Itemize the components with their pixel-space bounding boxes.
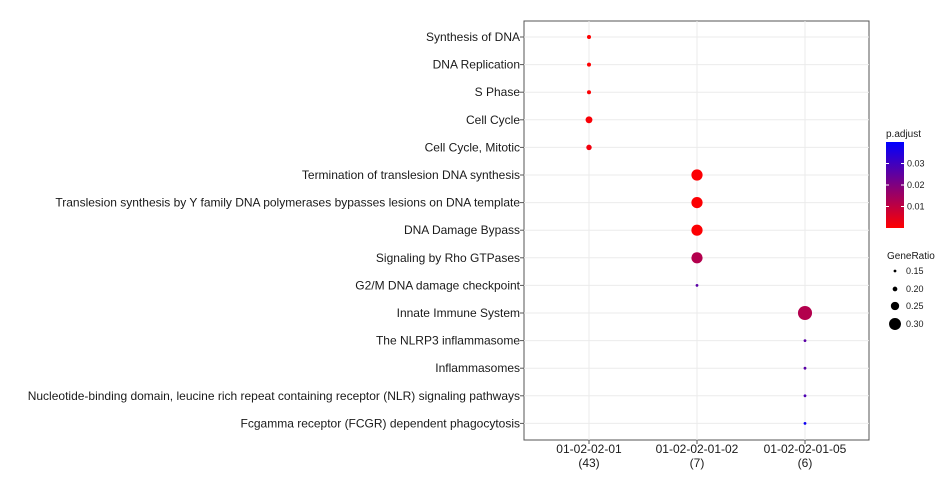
data-point — [797, 305, 813, 321]
y-tick-label: Synthesis of DNA — [426, 30, 520, 44]
data-point — [587, 90, 591, 95]
size-legend-dot — [890, 301, 900, 311]
y-tick-label: S Phase — [475, 85, 521, 99]
size-legend-dot — [893, 269, 897, 273]
y-tick-label: Cell Cycle — [466, 113, 520, 127]
size-legend-label: 0.15 — [906, 266, 924, 276]
color-legend-tick-label: 0.01 — [907, 202, 925, 212]
y-axis-labels: Synthesis of DNA DNA Replication S Phase Ce… — [28, 30, 524, 430]
data-point — [587, 35, 591, 39]
data-point — [691, 197, 703, 209]
size-legend-dot — [889, 318, 901, 330]
data-point — [803, 339, 807, 342]
x-tick-label: 01-02-02-01-02 — [656, 442, 739, 456]
color-legend-tick-label: 0.02 — [907, 180, 925, 190]
color-legend-title: p.adjust — [886, 129, 921, 140]
y-tick-label: Fcgamma receptor (FCGR) dependent phagoc… — [241, 416, 520, 430]
size-legend-label: 0.20 — [906, 284, 924, 294]
data-point — [691, 252, 703, 264]
y-tick-label: Termination of translesion DNA synthesis — [302, 168, 520, 182]
data-point — [587, 62, 591, 67]
y-tick-label: Signaling by Rho GTPases — [376, 251, 520, 265]
size-legend: GeneRatio 0.15 0.20 0.25 0.30 — [887, 251, 935, 330]
color-legend-bar — [886, 142, 904, 228]
x-axis-labels: 01-02-02-01(43) 01-02-02-01-02(7) 01-02-02… — [556, 440, 847, 470]
data-point — [803, 366, 807, 370]
y-tick-label: The NLRP3 inflammasome — [376, 334, 520, 348]
size-legend-label: 0.30 — [906, 319, 924, 329]
y-tick-label: DNA Replication — [433, 58, 520, 72]
y-tick-label: Translesion synthesis by Y family DNA po… — [55, 196, 520, 210]
y-tick-label: G2/M DNA damage checkpoint — [355, 278, 520, 292]
size-legend-dot — [892, 286, 898, 292]
data-point — [803, 394, 807, 398]
x-tick-count: (6) — [798, 456, 813, 470]
size-legend-label: 0.25 — [906, 301, 924, 311]
data-point — [691, 169, 703, 181]
color-legend: p.adjust 0.01 0.02 0.03 — [886, 129, 925, 228]
color-legend-ticks: 0.01 0.02 0.03 — [886, 159, 925, 212]
data-points — [585, 35, 813, 425]
color-legend-tick-label: 0.03 — [907, 159, 925, 169]
data-point — [586, 144, 592, 151]
data-point — [691, 224, 703, 236]
x-tick-count: (43) — [578, 456, 599, 470]
data-point — [803, 422, 807, 425]
y-tick-label: Inflammasomes — [435, 361, 520, 375]
y-tick-label: DNA Damage Bypass — [404, 223, 520, 237]
x-tick-label: 01-02-02-01-05 — [764, 442, 847, 456]
x-tick-count: (7) — [690, 456, 705, 470]
data-point — [695, 284, 699, 287]
size-legend-items: 0.15 0.20 0.25 0.30 — [889, 266, 924, 330]
y-tick-label: Innate Immune System — [397, 306, 520, 320]
x-tick-label: 01-02-02-01 — [556, 442, 622, 456]
y-tick-label: Cell Cycle, Mitotic — [425, 140, 520, 154]
size-legend-title: GeneRatio — [887, 251, 935, 262]
y-tick-label: Nucleotide-binding domain, leucine rich … — [28, 389, 520, 403]
data-point — [585, 116, 593, 124]
